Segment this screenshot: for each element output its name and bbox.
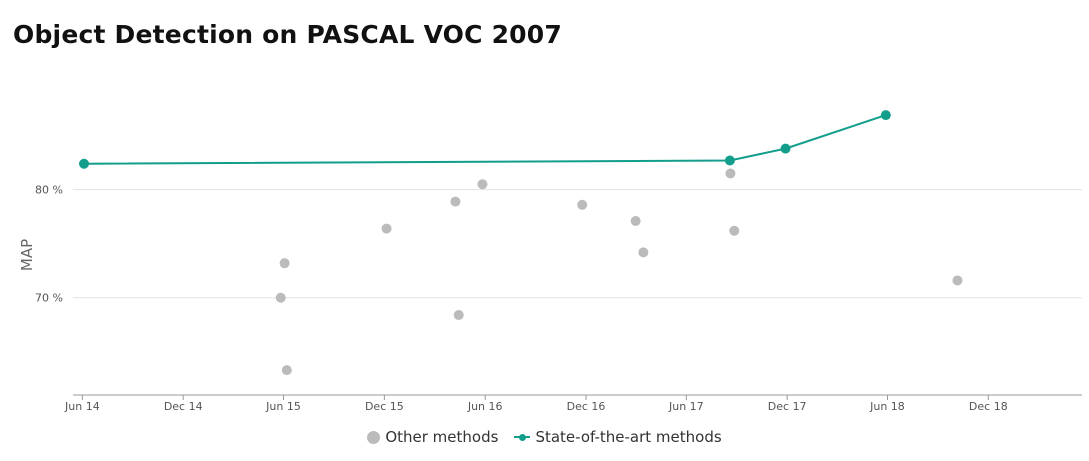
other-methods-points <box>275 168 963 376</box>
sota-method-point <box>880 110 891 121</box>
x-tick-label: Jun 16 <box>467 400 503 413</box>
other-method-point <box>729 225 740 236</box>
gridlines <box>73 189 1082 299</box>
x-tick-label: Dec 15 <box>365 400 404 413</box>
legend-other-methods-marker <box>367 430 381 444</box>
sota-series-line <box>83 114 887 165</box>
sota-method-point <box>780 143 791 154</box>
legend-sota-methods-marker <box>514 433 531 441</box>
legend-item-sota-methods[interactable]: State-of-the-art methods <box>514 428 722 446</box>
x-tick-label: Dec 18 <box>969 400 1008 413</box>
other-method-point <box>450 196 461 207</box>
x-tick-label: Jun 15 <box>265 400 301 413</box>
other-method-point <box>630 216 641 227</box>
other-method-point <box>638 247 649 258</box>
other-method-point <box>453 310 464 321</box>
other-method-point <box>477 179 488 190</box>
y-tick-labels: 70 % 80 % <box>35 184 63 305</box>
x-axis <box>73 394 1082 400</box>
sota-points <box>79 110 891 169</box>
y-axis-label: MAP <box>18 239 36 271</box>
legend-other-methods-label: Other methods <box>385 428 499 446</box>
chart-plot: Jun 14 Dec 14 Jun 15 Dec 15 Jun 16 Dec 16 Jun … <box>18 110 1082 413</box>
legend-sota-methods-label: State-of-the-art methods <box>535 428 722 446</box>
x-tick-label: Dec 14 <box>164 400 203 413</box>
sota-line <box>83 114 887 165</box>
x-tick-labels: Jun 14 Dec 14 Jun 15 Dec 15 Jun 16 Dec 16 Jun … <box>64 400 1008 413</box>
legend-item-other-methods[interactable]: Other methods <box>367 428 498 446</box>
other-method-point <box>281 365 292 376</box>
x-tick-label: Jun 14 <box>64 400 100 413</box>
other-method-point <box>577 199 588 210</box>
legend: Other methods State-of-the-art methods <box>0 428 1089 446</box>
y-tick-label: 80 % <box>35 184 63 197</box>
other-method-point <box>381 223 392 234</box>
other-method-point <box>725 168 736 179</box>
y-tick-label: 70 % <box>35 292 63 305</box>
x-tick-label: Jun 17 <box>668 400 704 413</box>
x-tick-label: Dec 17 <box>768 400 807 413</box>
chart-title: Object Detection on PASCAL VOC 2007 <box>13 20 562 49</box>
other-method-point <box>275 292 286 303</box>
x-tick-label: Jun 18 <box>869 400 905 413</box>
other-method-point <box>279 258 290 269</box>
sota-method-point <box>79 158 90 169</box>
sota-method-point <box>724 155 735 166</box>
other-method-point <box>952 275 963 286</box>
x-tick-label: Dec 16 <box>567 400 606 413</box>
